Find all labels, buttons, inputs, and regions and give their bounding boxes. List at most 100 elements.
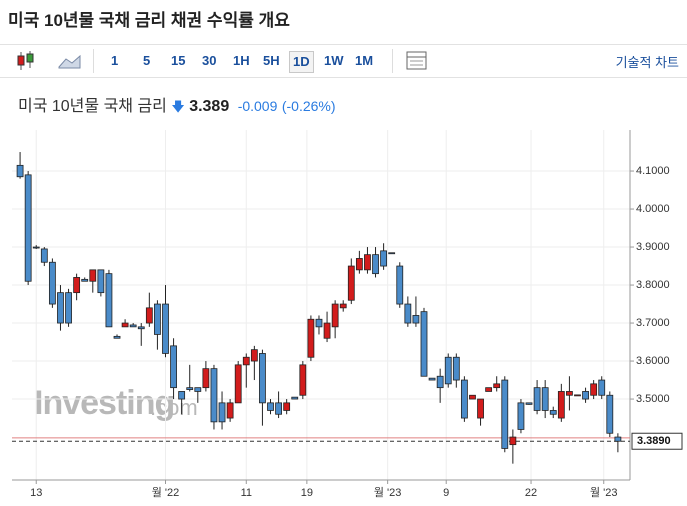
candle-body [48, 261, 56, 305]
candle-body [549, 410, 557, 415]
candle-body [24, 174, 32, 282]
candle-body [121, 322, 129, 328]
candle-body [275, 402, 282, 415]
y-tick-label: 3.9000 [636, 241, 670, 253]
x-tick-label: 월 '22 [152, 486, 180, 499]
y-tick-label: 4.1000 [636, 165, 670, 177]
candle-body [291, 396, 299, 400]
candle-body [485, 387, 493, 392]
candle-body [404, 303, 412, 324]
watermark-suffix: .com [150, 395, 198, 420]
quote-price: 3.389 [189, 98, 230, 115]
candle-body [493, 383, 501, 389]
candle-body [533, 387, 541, 411]
candle-body [65, 292, 72, 324]
candle-body [582, 391, 589, 400]
candle-body [452, 356, 460, 381]
candle-body [299, 364, 307, 396]
x-tick-label: 월 '23 [374, 486, 402, 499]
candle-body [436, 375, 444, 389]
area-icon[interactable] [55, 46, 85, 76]
interval-button[interactable]: 15 [171, 53, 186, 68]
candle-body [517, 402, 525, 430]
x-tick-label: 9 [443, 487, 449, 499]
candle-body [105, 273, 113, 328]
candle-body [460, 379, 468, 419]
candle-body [40, 248, 48, 263]
candle-body [226, 402, 234, 419]
grid-icon[interactable] [402, 46, 432, 76]
quote-name: 미국 10년물 국채 금리 [18, 98, 167, 115]
candle-body [202, 368, 210, 389]
interval-button[interactable]: 30 [202, 53, 217, 68]
candle-body [364, 254, 371, 271]
y-tick-label: 4.0000 [636, 203, 670, 215]
candle-body [380, 250, 388, 267]
candle-body [331, 303, 339, 328]
page-title: 미국 10년물 국채 금리 채권 수익률 개요 [8, 11, 290, 30]
candle-body [250, 349, 258, 362]
x-tick-label: 13 [30, 487, 42, 499]
y-tick-label: 3.7000 [636, 317, 670, 329]
candle-body [259, 353, 266, 404]
candle-body [81, 278, 89, 282]
candle-body [372, 254, 379, 275]
candle-body [73, 277, 81, 294]
candle-body [396, 265, 404, 305]
candle-body [234, 364, 242, 404]
interval-button[interactable]: 1M [355, 53, 374, 68]
interval-button[interactable]: 1 [111, 53, 119, 68]
candle-body [242, 356, 250, 366]
candle-body [501, 379, 509, 449]
last-price-label: 3.3890 [637, 435, 671, 447]
candle-body [574, 394, 581, 397]
candle-body [137, 326, 145, 330]
candle-body [323, 322, 331, 339]
interval-button[interactable]: 1H [233, 53, 250, 68]
candle-body [170, 345, 177, 389]
candle-body [477, 398, 484, 419]
candle-body [16, 164, 24, 178]
candle-body [339, 303, 347, 309]
quote-change: -0.009 [237, 98, 278, 114]
technical-chart-link[interactable]: 기술적 차트 [615, 55, 679, 70]
candle-body [186, 387, 194, 390]
y-tick-label: 3.5000 [636, 393, 670, 405]
interval-button[interactable]: 5H [263, 53, 280, 68]
candle-body [590, 383, 598, 396]
last-price-box [631, 432, 683, 450]
candle-body [32, 246, 40, 249]
interval-button[interactable]: 1D [289, 51, 314, 73]
interval-button[interactable]: 5 [143, 53, 151, 68]
candle-body [388, 252, 396, 255]
candle-body [525, 402, 533, 405]
toolbar: 1 5 15 30 1H 5H 1D 1W 1M 기술적 차트 [0, 44, 687, 78]
candle-body [566, 391, 573, 396]
candle-body [113, 335, 121, 339]
candle-body [614, 436, 622, 442]
candle-body [557, 391, 565, 419]
candle-body [283, 402, 291, 411]
candle-icon[interactable] [12, 46, 42, 76]
candle-body [606, 394, 614, 434]
candle-body [89, 269, 97, 282]
candle-body [162, 303, 169, 354]
x-tick-label: 11 [241, 487, 252, 499]
x-tick-label: 22 [525, 487, 537, 499]
candle-body [267, 402, 274, 411]
interval-button[interactable]: 1W [324, 53, 344, 68]
y-tick-label: 3.6000 [636, 355, 670, 367]
candle-body [145, 307, 153, 324]
candle-body [355, 258, 363, 271]
candle-body [57, 292, 64, 324]
candle-body [412, 315, 420, 324]
quote-change-pct: (-0.26%) [281, 98, 336, 114]
candle-body [541, 387, 549, 411]
candle-body [210, 368, 218, 423]
candle-body [194, 387, 202, 392]
down-arrow: 🡇 [171, 99, 185, 114]
candle-body [428, 377, 436, 381]
candle-body [129, 324, 137, 328]
candle-body [315, 318, 323, 328]
